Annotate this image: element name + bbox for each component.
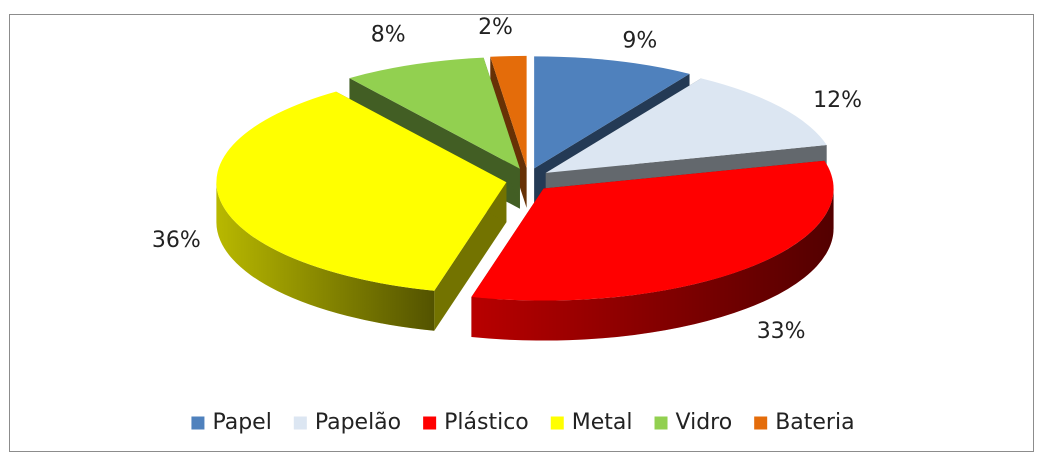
legend-item-bateria: Bateria xyxy=(754,410,855,435)
data-label-plastico: 33% xyxy=(757,319,806,344)
legend-label-papel: Papel xyxy=(212,410,271,435)
legend-swatch-vidro xyxy=(654,416,668,430)
legend-label-papelao: Papelão xyxy=(315,410,401,435)
data-label-metal: 36% xyxy=(152,228,201,253)
pie-slices xyxy=(216,55,834,341)
data-label-papel: 9% xyxy=(622,28,657,53)
data-label-bateria: 2% xyxy=(478,15,513,40)
legend-item-papel: Papel xyxy=(191,410,272,435)
legend-swatch-papel xyxy=(191,416,205,430)
pie-slice-metal xyxy=(216,91,507,331)
legend-item-metal: Metal xyxy=(550,410,633,435)
legend-swatch-metal xyxy=(550,416,564,430)
legend-label-metal: Metal xyxy=(572,410,633,435)
legend-label-plastico: Plástico xyxy=(444,410,529,435)
data-label-vidro: 8% xyxy=(371,23,406,48)
data-label-papelao: 12% xyxy=(813,88,862,113)
legend-swatch-plastico xyxy=(423,416,437,430)
legend-item-papelao: Papelão xyxy=(293,410,401,435)
legend-item-vidro: Vidro xyxy=(654,410,733,435)
pie-slice-plastico xyxy=(471,160,834,341)
legend-swatch-bateria xyxy=(754,416,768,430)
legend: Papel Papelão Plástico Metal Vidro Bateria xyxy=(191,410,855,435)
data-labels: 9% 12% 33% 36% 8% 2% xyxy=(152,15,862,344)
legend-item-plastico: Plástico xyxy=(423,410,529,435)
legend-label-vidro: Vidro xyxy=(676,410,733,435)
legend-swatch-papelao xyxy=(293,416,307,430)
legend-label-bateria: Bateria xyxy=(775,410,854,435)
